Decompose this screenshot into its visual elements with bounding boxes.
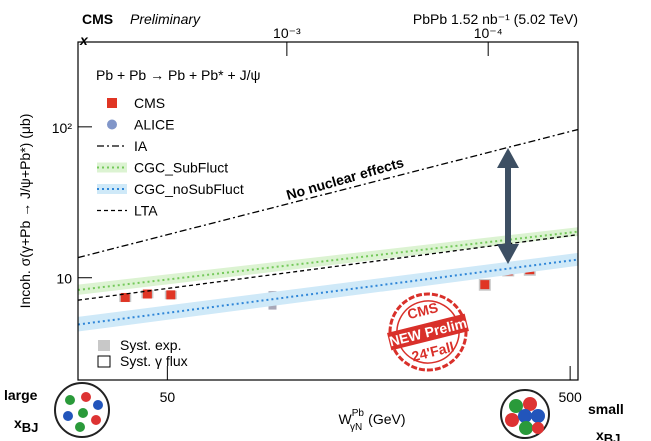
band	[78, 252, 578, 332]
legend: CMS ALICE IA CGC_SubFluct CGC_noSubFluct LTA	[97, 95, 244, 219]
corner-var: xBJ	[14, 415, 38, 435]
legend-label: CMS	[134, 95, 165, 111]
corner-var: xBJ	[596, 427, 620, 441]
plot: 10 10² 50 500 10⁻³ 10⁻⁴	[52, 25, 582, 405]
syst-label: Syst. exp.	[120, 337, 181, 353]
marker	[120, 292, 130, 302]
legend-label: LTA	[134, 203, 158, 219]
syst-flux-key	[97, 355, 111, 368]
curve	[78, 233, 578, 301]
corner-var-sub: BJ	[22, 420, 39, 435]
x-title-sup: Pb	[352, 408, 365, 419]
legend-label: CGC_noSubFluct	[134, 181, 244, 197]
corner-var-x: x	[596, 427, 604, 441]
legend-key	[107, 119, 117, 130]
arrow	[497, 148, 519, 264]
curve	[78, 258, 578, 326]
corner-text: small	[588, 401, 624, 417]
y-tick-label: 10	[56, 271, 72, 287]
x-title: WPb γN (GeV)	[338, 408, 405, 433]
experiment: CMS	[82, 11, 113, 27]
marker	[480, 280, 490, 290]
top-axis-label: x	[79, 32, 89, 48]
y-tick-label: 10²	[52, 120, 73, 136]
status: Preliminary	[130, 11, 201, 27]
legend-title: Pb + Pb → Pb + Pb* + J/ψ	[96, 67, 260, 83]
legend-key	[107, 98, 117, 108]
legend-label: ALICE	[134, 117, 174, 133]
luminosity: PbPb 1.52 nb⁻¹ (5.02 TeV)	[413, 11, 578, 27]
legend-label: IA	[134, 138, 148, 154]
corner-text: large	[4, 387, 38, 403]
stamp-text: CMS	[406, 299, 440, 322]
corner-var-sub: BJ	[604, 431, 621, 441]
x-tick-label: 500	[558, 389, 582, 405]
y-title: Incoh. σ(γ+Pb → J/ψ+Pb*) (μb)	[17, 114, 33, 309]
syst-label: Syst. γ flux	[120, 353, 188, 369]
x-title-main: W	[338, 411, 352, 427]
legend-label: CGC_SubFluct	[134, 160, 228, 176]
syst-exp-key	[98, 340, 110, 351]
curve	[78, 230, 578, 291]
curve	[78, 128, 578, 259]
frame	[77, 41, 579, 381]
x-tick-label: 50	[160, 389, 176, 405]
x2-tick-label: 10⁻³	[273, 25, 301, 41]
x-title-unit: (GeV)	[368, 411, 405, 427]
marker	[166, 290, 176, 300]
marker	[142, 289, 152, 299]
stamp: CMS NEW Prelim 24'Fall	[387, 292, 469, 372]
nucleus-large	[54, 382, 110, 438]
x2-tick-label: 10⁻⁴	[474, 25, 503, 41]
corner-var-x: x	[14, 415, 22, 431]
x-title-sub: γN	[350, 422, 362, 433]
nucleus-small	[500, 389, 550, 439]
